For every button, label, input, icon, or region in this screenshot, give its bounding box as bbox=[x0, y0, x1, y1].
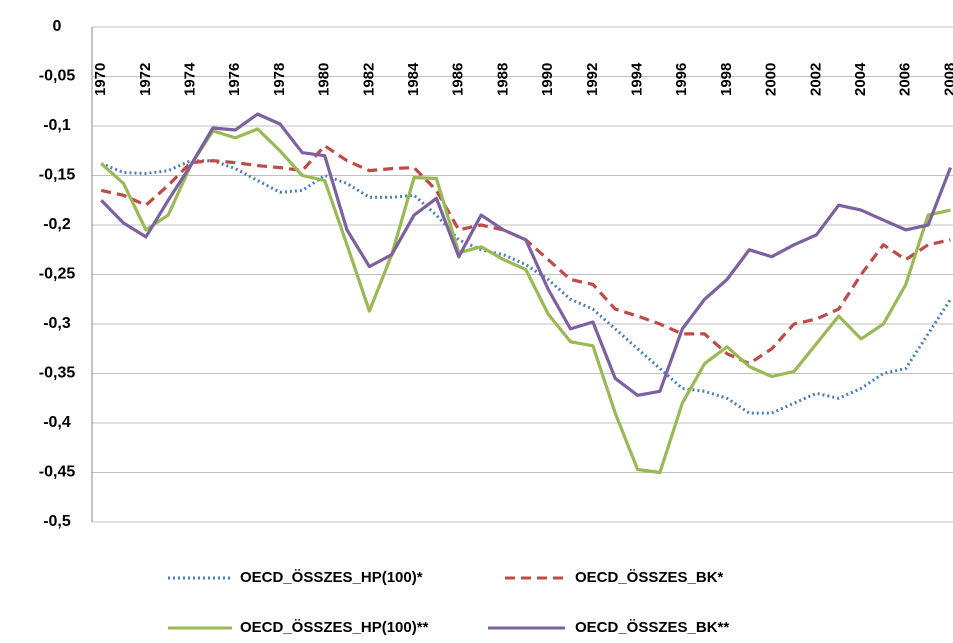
x-tick-label: 2008 bbox=[941, 63, 953, 96]
x-tick-label: 1976 bbox=[226, 63, 243, 96]
y-tick-label: 0 bbox=[53, 18, 62, 35]
x-tick-label: 1978 bbox=[271, 63, 288, 96]
y-tick-label: -0,3 bbox=[43, 315, 71, 332]
y-tick-label: -0,45 bbox=[39, 464, 76, 481]
legend-label: OECD_ÖSSZES_HP(100)** bbox=[240, 619, 429, 636]
x-tick-label: 1980 bbox=[316, 63, 333, 96]
y-tick-label: -0,05 bbox=[39, 68, 76, 85]
x-tick-label: 2006 bbox=[897, 63, 914, 96]
legend-label: OECD_ÖSSZES_BK** bbox=[575, 619, 729, 636]
x-tick-label: 1992 bbox=[584, 63, 601, 96]
legend-label: OECD_ÖSSZES_BK* bbox=[575, 569, 724, 586]
x-tick-label: 1994 bbox=[629, 62, 646, 96]
series-line bbox=[100, 159, 952, 415]
y-tick-label: -0,5 bbox=[43, 513, 71, 530]
x-tick-label: 1990 bbox=[539, 63, 556, 96]
x-tick-label: 1984 bbox=[405, 62, 422, 96]
legend-label: OECD_ÖSSZES_HP(100)* bbox=[240, 569, 423, 586]
x-tick-label: 1998 bbox=[718, 63, 735, 96]
x-tick-label: 1982 bbox=[360, 63, 377, 96]
x-tick-label: 2004 bbox=[852, 62, 869, 96]
x-tick-label: 1972 bbox=[137, 63, 154, 96]
y-tick-label: -0,2 bbox=[43, 216, 71, 233]
x-tick-label: 2002 bbox=[807, 63, 824, 96]
y-tick-label: -0,4 bbox=[43, 414, 71, 431]
x-tick-label: 1986 bbox=[450, 63, 467, 96]
x-tick-label: 1974 bbox=[182, 62, 199, 96]
x-tick-label: 2000 bbox=[763, 63, 780, 96]
y-tick-label: -0,15 bbox=[39, 167, 76, 184]
x-tick-label: 1988 bbox=[494, 63, 511, 96]
y-tick-label: -0,1 bbox=[43, 117, 71, 134]
y-tick-label: -0,25 bbox=[39, 266, 76, 283]
x-tick-label: 1996 bbox=[673, 63, 690, 96]
y-tick-label: -0,35 bbox=[39, 365, 76, 382]
series-line bbox=[100, 112, 952, 397]
series-line bbox=[100, 144, 951, 366]
series-line bbox=[100, 127, 951, 475]
x-tick-label: 1970 bbox=[92, 63, 109, 96]
